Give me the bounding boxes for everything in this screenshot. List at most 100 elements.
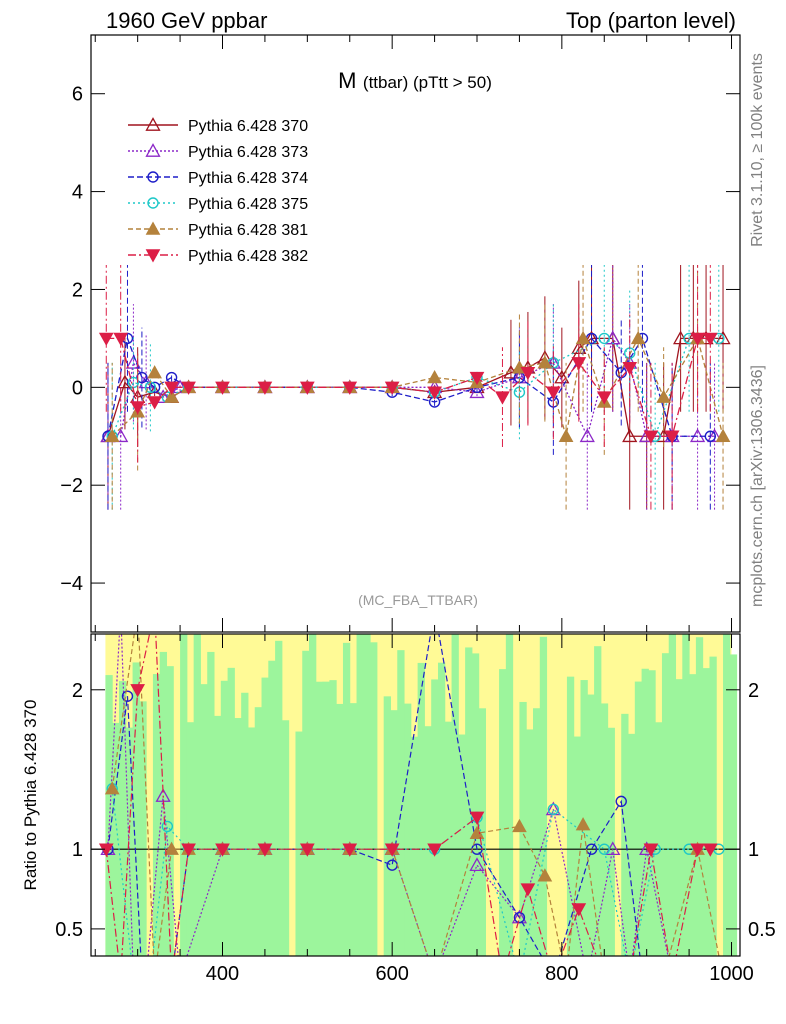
ratio-band-inner — [186, 722, 195, 956]
ratio-point — [427, 843, 442, 857]
ratio-band-inner — [200, 684, 208, 956]
legend-item-381: Pythia 6.428 381 — [128, 221, 308, 239]
legend-item-374: Pythia 6.428 374 — [128, 170, 308, 187]
ratio-band-inner — [105, 675, 113, 956]
x-tick-label: 800 — [545, 963, 578, 985]
y-tick-label: 0.5 — [55, 919, 83, 941]
legend: Pythia 6.428 370 Pythia 6.428 373 Pythia 6… — [128, 117, 308, 265]
ratio-point — [428, 970, 441, 982]
ratio-point — [130, 684, 146, 698]
ratio-point — [121, 690, 134, 702]
ratio-band-inner — [499, 669, 507, 956]
ratio-point — [164, 841, 179, 855]
ratio-band-inner — [342, 642, 351, 956]
ratio-band-inner — [451, 634, 459, 956]
ratio-band-inner — [152, 674, 161, 956]
ratio-point — [128, 972, 138, 982]
ratio-point — [150, 972, 160, 982]
rivet-label: Rivet 3.1.10, ≥ 100k events — [749, 53, 766, 247]
legend-marker — [145, 117, 161, 131]
ratio-point — [598, 970, 611, 982]
ratio-point — [257, 843, 273, 857]
data-point — [130, 401, 146, 415]
ratio-point — [167, 972, 177, 982]
ratio-point — [623, 972, 636, 984]
ratio-band-inner — [424, 726, 432, 956]
data-point — [596, 391, 612, 405]
data-point — [689, 428, 706, 443]
ratio-point — [571, 903, 587, 917]
ratio-point — [667, 972, 677, 982]
ratio-band-inner — [139, 701, 147, 956]
ratio-band-inner — [661, 653, 670, 956]
data-point — [164, 381, 179, 395]
data-point — [148, 381, 161, 394]
data-point — [384, 381, 400, 395]
legend-label: Pythia 6.428 381 — [188, 222, 308, 239]
ratio-band-inner — [118, 681, 127, 956]
data-point — [495, 391, 510, 405]
y-tick-label: 1 — [72, 839, 83, 861]
x-tick-label: 600 — [375, 963, 408, 985]
data-point — [104, 428, 120, 442]
ratio-point — [127, 970, 140, 982]
ratio-band-inner — [410, 736, 419, 956]
ratio-point — [547, 803, 560, 816]
data-point — [147, 396, 162, 410]
ratio-point — [625, 972, 635, 982]
ratio-band-inner — [336, 703, 344, 956]
ratio-point — [140, 970, 153, 982]
ratio-band-inner — [641, 668, 649, 956]
x-tick-label: 400 — [206, 963, 239, 985]
x-tick-label: 1000 — [709, 963, 754, 985]
ratio-point — [342, 843, 358, 857]
legend-label: Pythia 6.428 382 — [188, 248, 308, 265]
ratio-band-inner — [702, 668, 710, 956]
ratio-band-inner — [668, 634, 677, 956]
data-point — [147, 365, 162, 379]
ratio-band-inner — [180, 634, 188, 956]
ratio-band-inner — [404, 703, 412, 956]
ratio-point — [598, 972, 611, 984]
legend-item-382: Pythia 6.428 382 — [128, 248, 308, 265]
data-point — [598, 332, 610, 345]
data-point — [656, 389, 671, 403]
ratio-point — [520, 883, 536, 897]
ratio-band-inner — [315, 681, 324, 956]
ratio-band-inner — [220, 680, 229, 956]
data-point — [704, 430, 717, 442]
ratio-band-inner — [112, 722, 120, 956]
ratio-line — [111, 634, 720, 956]
ratio-band-inner — [166, 666, 174, 956]
ratio-band-inner — [607, 727, 615, 956]
data-point — [257, 381, 273, 395]
ratio-band-inner — [723, 634, 731, 956]
series-line — [111, 336, 724, 437]
ratio-band-inner — [580, 680, 588, 956]
ratio-band-inner — [458, 734, 466, 956]
legend-marker — [147, 171, 159, 183]
ratio-band-inner — [329, 680, 337, 956]
ratio-point — [145, 972, 155, 982]
ratio-band-inner — [417, 662, 425, 956]
ratio-band-inner — [526, 729, 534, 956]
data-point — [715, 428, 731, 442]
data-point — [427, 386, 442, 400]
ratio-band-inner — [132, 662, 140, 956]
ratio-band-inner — [322, 681, 330, 956]
legend-marker — [145, 221, 161, 235]
ratio-band-inner — [390, 710, 398, 956]
legend-marker — [145, 143, 161, 157]
legend-item-375: Pythia 6.428 375 — [128, 196, 308, 213]
data-point — [702, 332, 718, 346]
ratio-point — [581, 970, 594, 982]
ratio-band-inner — [125, 727, 134, 956]
ratio-band-inner — [600, 703, 609, 956]
header-left: 1960 GeV ppbar — [106, 8, 267, 33]
ratio-point — [114, 604, 127, 616]
ratio-band-inner — [281, 720, 290, 956]
analysis-label: (MC_FBA_TTBAR) — [358, 592, 478, 608]
ratio-band-inner — [431, 679, 439, 956]
ratio-point — [691, 970, 704, 982]
